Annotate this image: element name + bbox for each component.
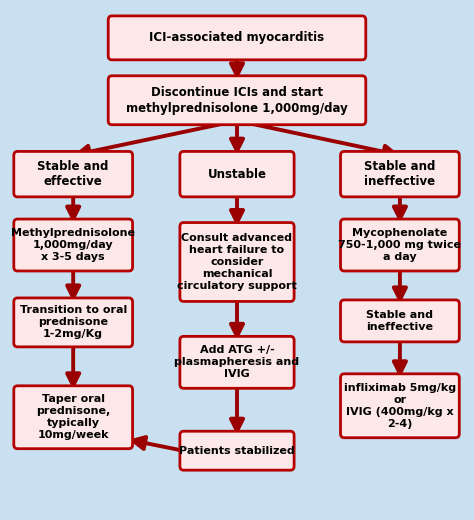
Text: infliximab 5mg/kg
or
IVIG (400mg/kg x
2-4): infliximab 5mg/kg or IVIG (400mg/kg x 2-… (344, 383, 456, 429)
FancyBboxPatch shape (14, 219, 133, 271)
FancyBboxPatch shape (340, 374, 459, 438)
FancyBboxPatch shape (180, 336, 294, 388)
FancyBboxPatch shape (108, 16, 366, 60)
Text: Discontinue ICIs and start
methylprednisolone 1,000mg/day: Discontinue ICIs and start methylprednis… (126, 86, 348, 114)
Text: Unstable: Unstable (208, 167, 266, 180)
Text: Stable and
effective: Stable and effective (37, 160, 109, 188)
Text: ICI-associated myocarditis: ICI-associated myocarditis (149, 31, 325, 44)
Text: Stable and
ineffective: Stable and ineffective (364, 160, 436, 188)
FancyBboxPatch shape (14, 386, 133, 449)
FancyBboxPatch shape (340, 219, 459, 271)
FancyBboxPatch shape (14, 298, 133, 347)
FancyBboxPatch shape (340, 151, 459, 197)
Text: Add ATG +/-
plasmapheresis and
IVIG: Add ATG +/- plasmapheresis and IVIG (174, 345, 300, 379)
Text: Consult advanced
heart failure to
consider
mechanical
circulatory support: Consult advanced heart failure to consid… (177, 233, 297, 291)
FancyBboxPatch shape (180, 223, 294, 302)
Text: Mycophenolate
750-1,000 mg twice
a day: Mycophenolate 750-1,000 mg twice a day (338, 228, 461, 262)
FancyBboxPatch shape (108, 76, 366, 125)
Text: Transition to oral
prednisone
1-2mg/Kg: Transition to oral prednisone 1-2mg/Kg (19, 305, 127, 340)
FancyBboxPatch shape (340, 300, 459, 342)
FancyBboxPatch shape (180, 431, 294, 470)
Text: Stable and
ineffective: Stable and ineffective (366, 310, 433, 332)
Text: Patients stabilized: Patients stabilized (179, 446, 295, 456)
Text: Taper oral
prednisone,
typically
10mg/week: Taper oral prednisone, typically 10mg/we… (36, 394, 110, 440)
FancyBboxPatch shape (14, 151, 133, 197)
Text: Methylprednisolone
1,000mg/day
x 3-5 days: Methylprednisolone 1,000mg/day x 3-5 day… (11, 228, 135, 262)
FancyBboxPatch shape (180, 151, 294, 197)
